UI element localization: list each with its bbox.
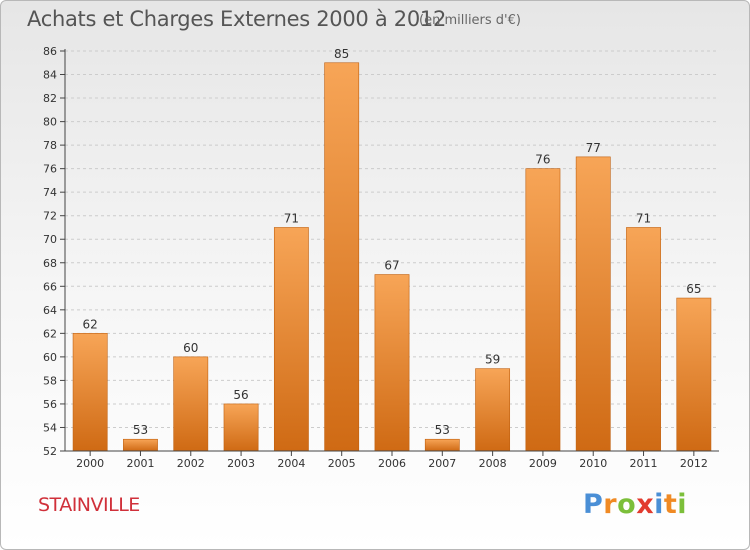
logo-letter: P: [583, 489, 604, 520]
bar: [676, 297, 712, 452]
x-tick-label: 2005: [328, 457, 356, 470]
y-tick-label: 84: [43, 69, 57, 82]
x-tick-label: 2008: [479, 457, 507, 470]
data-label: 71: [636, 211, 651, 225]
data-label: 65: [686, 282, 701, 296]
bar: [123, 438, 158, 452]
x-tick-label: 2001: [126, 457, 154, 470]
logo-letter: x: [636, 489, 655, 520]
logo-letter: t: [663, 489, 678, 520]
data-label: 76: [535, 153, 550, 167]
bar: [173, 356, 209, 452]
x-tick-label: 2006: [378, 457, 406, 470]
chart-title: Achats et Charges Externes 2000 à 2012: [27, 7, 447, 31]
y-tick-label: 80: [43, 116, 57, 129]
data-label: 53: [435, 423, 450, 437]
y-tick-label: 58: [43, 374, 57, 387]
bar: [223, 403, 259, 452]
y-tick-label: 64: [43, 304, 57, 317]
x-tick-label: 2009: [529, 457, 557, 470]
x-tick-label: 2011: [630, 457, 658, 470]
chart-subtitle: (en milliers d'€): [419, 13, 521, 28]
x-tick-label: 2003: [227, 457, 255, 470]
x-tick-label: 2004: [277, 457, 305, 470]
axis-layer: [60, 49, 719, 456]
y-tick-label: 78: [43, 139, 57, 152]
bar: [72, 333, 108, 452]
y-tick-label: 86: [43, 45, 57, 58]
y-tick-label: 52: [43, 445, 57, 458]
y-tick-label: 54: [43, 421, 57, 434]
y-tick-label: 72: [43, 210, 57, 223]
y-tick-label: 74: [43, 186, 57, 199]
y-tick-label: 66: [43, 280, 57, 293]
bar: [626, 227, 661, 452]
label-layer: 52 54 56 58 60 62 64 66 68 70 72 74 76 78 80 82 84 86 62 20…: [43, 45, 708, 470]
y-tick-label: 68: [43, 257, 57, 270]
data-label: 60: [183, 341, 198, 355]
bar: [374, 274, 410, 452]
logo-letter: i: [677, 489, 688, 520]
data-label: 67: [384, 259, 399, 273]
y-tick-label: 56: [43, 398, 57, 411]
bar: [475, 368, 511, 452]
data-label: 53: [133, 423, 148, 437]
proxiti-logo[interactable]: Proxiti: [583, 489, 687, 520]
y-tick-label: 60: [43, 351, 57, 364]
bar: [273, 227, 309, 452]
data-label: 62: [83, 317, 98, 331]
logo-letter: o: [617, 489, 637, 520]
bar: [575, 156, 611, 452]
y-tick-label: 76: [43, 163, 57, 176]
logo-letter: r: [603, 489, 618, 520]
data-label: 77: [586, 141, 601, 155]
x-tick-label: 2000: [76, 457, 104, 470]
x-tick-label: 2012: [680, 457, 708, 470]
x-tick-label: 2002: [177, 457, 205, 470]
y-tick-label: 62: [43, 327, 57, 340]
town-name: STAINVILLE: [38, 494, 140, 516]
y-tick-label: 70: [43, 233, 57, 246]
data-label: 71: [284, 211, 299, 225]
y-tick-label: 82: [43, 92, 57, 105]
bar-layer: [72, 62, 712, 452]
bar: [324, 62, 360, 452]
x-tick-label: 2007: [428, 457, 456, 470]
data-label: 59: [485, 353, 500, 367]
data-label: 85: [334, 47, 349, 61]
x-tick-label: 2010: [579, 457, 607, 470]
bar: [525, 168, 561, 452]
logo-letter: i: [654, 489, 664, 520]
bar: [424, 438, 460, 452]
data-label: 56: [233, 388, 248, 402]
